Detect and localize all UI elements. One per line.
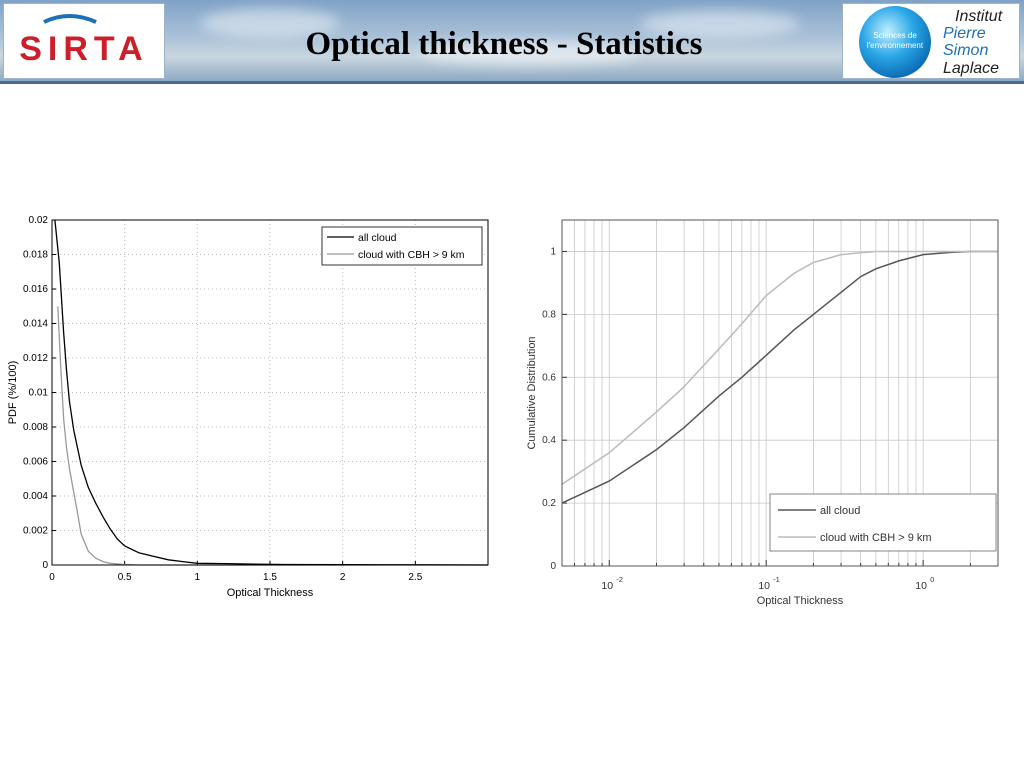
pdf-chart: 0 0.5 1 1.5 2 2.5 0 0.002 0.004 0.006 0.008 0.01 0.0… xyxy=(0,205,500,605)
x-tick-exponent: -1 xyxy=(773,575,780,584)
logo-arc-icon xyxy=(43,14,97,24)
ipsl-logo: Sciences de l'environnement Institut Pie… xyxy=(842,3,1020,79)
legend-entry: all cloud xyxy=(820,505,860,517)
y-tick-label: 0 xyxy=(42,560,48,571)
y-tick-label: 0.02 xyxy=(29,215,49,226)
y-tick-label: 0.004 xyxy=(23,491,48,502)
x-tick-label: 2 xyxy=(340,572,346,583)
ipsl-badge-line: Sciences de xyxy=(873,31,917,40)
legend: all cloud cloud with CBH > 9 km xyxy=(321,226,483,266)
page-title: Optical thickness - Statistics xyxy=(305,26,703,62)
y-tick-label: 0.01 xyxy=(29,388,49,399)
y-tick-label: 0.016 xyxy=(23,284,48,295)
y-tick-label: 0.002 xyxy=(23,526,48,537)
legend-entry: cloud with CBH > 9 km xyxy=(358,249,465,261)
sky-cloud xyxy=(640,10,800,38)
series-line xyxy=(561,250,998,504)
y-tick-label: 0.012 xyxy=(23,353,48,364)
series-line xyxy=(54,219,489,566)
y-tick-label: 1 xyxy=(550,246,556,257)
y-tick-label: 0.2 xyxy=(542,498,556,509)
x-tick-label: 1 xyxy=(195,572,201,583)
header-banner: SIRTA Optical thickness - Statistics Sci… xyxy=(0,0,1024,84)
y-tick-label: 0 xyxy=(550,561,556,572)
pdf-chart-svg: 0 0.5 1 1.5 2 2.5 0 0.002 0.004 0.006 0.008 0.01 0.0… xyxy=(7,215,489,599)
x-axis-label: Optical Thickness xyxy=(757,595,844,607)
y-axis-label: PDF (%/100) xyxy=(7,361,19,425)
legend-entry: all cloud xyxy=(358,232,397,244)
x-tick-label: 10 xyxy=(758,580,770,592)
x-tick-label: 2.5 xyxy=(408,572,422,583)
ipsl-line: Simon xyxy=(943,42,988,59)
series-line xyxy=(561,250,998,485)
legend-box xyxy=(769,493,997,552)
plot-frame xyxy=(51,219,489,566)
y-tick-label: 0.018 xyxy=(23,250,48,261)
y-tick-label: 0.6 xyxy=(542,372,556,383)
legend: all cloud cloud with CBH > 9 km xyxy=(769,493,997,552)
globe-icon xyxy=(859,6,931,78)
legend-entry: cloud with CBH > 9 km xyxy=(820,532,932,544)
plot-frame xyxy=(561,219,999,567)
x-tick-label: 0 xyxy=(49,572,55,583)
x-tick-label: 0.5 xyxy=(118,572,132,583)
sirta-logo-text: SIRTA xyxy=(19,30,148,68)
y-tick-label: 0.014 xyxy=(23,319,48,330)
ipsl-line: Institut xyxy=(955,8,1003,25)
ipsl-line: Laplace xyxy=(943,60,999,77)
ipsl-line: Pierre xyxy=(943,25,986,42)
sky-cloud xyxy=(200,8,340,38)
x-tick-label: 10 xyxy=(915,580,927,592)
ipsl-badge-line: l'environnement xyxy=(867,41,924,50)
cdf-chart: 0 0.2 0.4 0.6 0.8 1 10 -2 10 -1 10 0 Optical Thickne… xyxy=(518,212,1024,612)
sky-cloud xyxy=(420,40,640,66)
y-tick-label: 0.4 xyxy=(542,435,556,446)
x-tick-label: 1.5 xyxy=(263,572,277,583)
y-tick-label: 0.008 xyxy=(23,422,48,433)
x-tick-label: 10 xyxy=(601,580,613,592)
y-axis-label: Cumulative Distribution xyxy=(526,336,538,449)
x-tick-exponent: 0 xyxy=(930,575,934,584)
legend-box xyxy=(321,226,483,266)
x-tick-exponent: -2 xyxy=(616,575,623,584)
y-tick-label: 0.006 xyxy=(23,457,48,468)
sirta-logo: SIRTA xyxy=(3,3,165,79)
y-tick-label: 0.8 xyxy=(542,309,556,320)
x-axis-label: Optical Thickness xyxy=(227,587,314,599)
